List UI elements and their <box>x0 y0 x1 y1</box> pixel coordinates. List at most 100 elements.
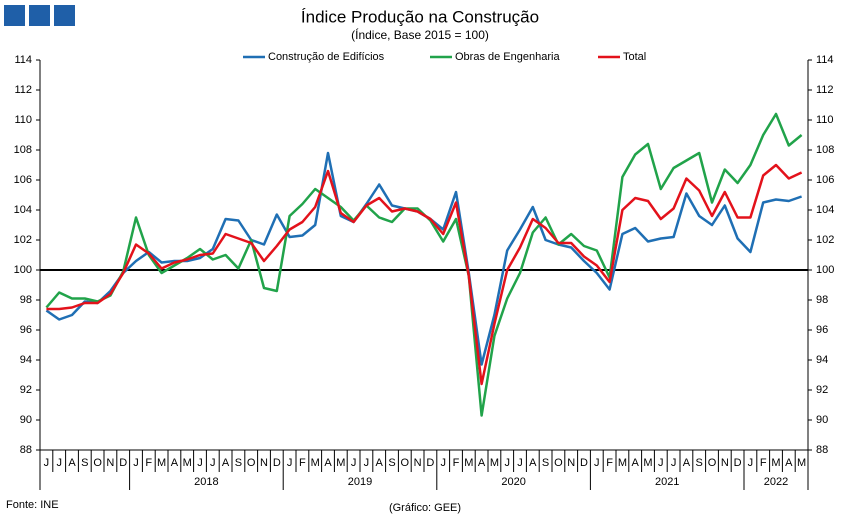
y2-tick-label: 92 <box>816 384 828 396</box>
x-tick-label: N <box>106 457 114 469</box>
y-tick-label: 114 <box>14 54 32 66</box>
series-line <box>45 151 803 366</box>
y2-tick-label: 96 <box>816 324 828 336</box>
y2-tick-label: 112 <box>816 84 834 96</box>
x-tick-label: S <box>81 457 88 469</box>
credit: (Gráfico: GEE) <box>389 502 461 514</box>
x-group-label: 2019 <box>348 476 372 488</box>
x-tick-label: J <box>287 457 293 469</box>
x-tick-label: M <box>771 457 780 469</box>
x-tick-label: O <box>93 457 102 469</box>
x-tick-label: S <box>388 457 395 469</box>
x-tick-label: D <box>273 457 281 469</box>
x-tick-label: M <box>490 457 499 469</box>
series-line <box>46 163 803 386</box>
x-tick-label: F <box>299 457 306 469</box>
x-tick-label: S <box>235 457 242 469</box>
y2-tick-label: 114 <box>816 54 834 66</box>
x-tick-label: N <box>721 457 729 469</box>
x-tick-label: O <box>401 457 410 469</box>
x-tick-label: J <box>210 457 216 469</box>
x-tick-label: A <box>324 457 332 469</box>
x-tick-label: J <box>504 457 510 469</box>
x-tick-label: F <box>145 457 152 469</box>
x-tick-label: J <box>56 457 62 469</box>
x-group-label: 2021 <box>655 476 679 488</box>
x-tick-label: M <box>157 457 166 469</box>
legend-label: Obras de Engenharia <box>455 51 560 63</box>
y-tick-label: 100 <box>14 264 32 276</box>
x-tick-label: J <box>440 457 446 469</box>
x-tick-label: O <box>247 457 256 469</box>
x-tick-label: O <box>708 457 717 469</box>
y2-tick-label: 106 <box>816 174 834 186</box>
x-tick-label: J <box>748 457 754 469</box>
x-tick-label: A <box>785 457 793 469</box>
source: Fonte: INE <box>6 499 59 511</box>
y2-tick-label: 94 <box>816 354 828 366</box>
y2-tick-label: 100 <box>816 264 834 276</box>
y2-tick-label: 90 <box>816 414 828 426</box>
x-tick-label: M <box>643 457 652 469</box>
y-tick-label: 90 <box>20 414 32 426</box>
y-tick-label: 106 <box>14 174 32 186</box>
x-tick-label: M <box>618 457 627 469</box>
x-tick-label: M <box>311 457 320 469</box>
y-tick-label: 102 <box>14 234 32 246</box>
x-tick-label: A <box>478 457 486 469</box>
logo-square <box>54 5 75 26</box>
x-tick-label: M <box>336 457 345 469</box>
x-group-label: 2022 <box>764 476 788 488</box>
y2-tick-label: 98 <box>816 294 828 306</box>
x-tick-label: F <box>606 457 613 469</box>
x-tick-label: D <box>119 457 127 469</box>
y-tick-label: 96 <box>20 324 32 336</box>
y-tick-label: 108 <box>14 144 32 156</box>
y-tick-label: 110 <box>14 114 32 126</box>
x-tick-label: J <box>517 457 523 469</box>
y2-tick-label: 104 <box>816 204 834 216</box>
x-tick-label: J <box>197 457 203 469</box>
chart-subtitle: (Índice, Base 2015 = 100) <box>351 27 489 42</box>
x-tick-label: S <box>542 457 549 469</box>
legend-label: Total <box>623 51 646 63</box>
y-tick-label: 104 <box>14 204 32 216</box>
x-tick-label: A <box>222 457 230 469</box>
legend-label: Construção de Edifícios <box>268 51 385 63</box>
x-tick-label: S <box>696 457 703 469</box>
x-tick-label: J <box>44 457 50 469</box>
y2-tick-label: 108 <box>816 144 834 156</box>
x-tick-label: F <box>760 457 767 469</box>
x-tick-label: J <box>133 457 139 469</box>
x-tick-label: D <box>580 457 588 469</box>
x-tick-label: N <box>260 457 268 469</box>
y2-tick-label: 110 <box>816 114 834 126</box>
x-tick-label: A <box>683 457 691 469</box>
x-tick-label: J <box>671 457 677 469</box>
x-tick-label: O <box>554 457 563 469</box>
y2-tick-label: 102 <box>816 234 834 246</box>
x-tick-label: J <box>594 457 600 469</box>
y-tick-label: 112 <box>14 84 32 96</box>
logo-square <box>29 5 50 26</box>
x-tick-label: F <box>453 457 460 469</box>
x-tick-label: A <box>529 457 537 469</box>
x-tick-label: J <box>658 457 664 469</box>
x-tick-label: N <box>414 457 422 469</box>
x-tick-label: N <box>567 457 575 469</box>
x-group-label: 2020 <box>501 476 525 488</box>
y2-tick-label: 88 <box>816 444 828 456</box>
x-tick-label: M <box>797 457 806 469</box>
x-tick-label: J <box>351 457 357 469</box>
x-tick-label: J <box>364 457 370 469</box>
x-tick-label: M <box>183 457 192 469</box>
x-tick-label: A <box>68 457 76 469</box>
y-tick-label: 92 <box>20 384 32 396</box>
y-tick-label: 98 <box>20 294 32 306</box>
x-tick-label: D <box>426 457 434 469</box>
x-tick-label: A <box>171 457 179 469</box>
chart-title: Índice Produção na Construção <box>301 7 539 26</box>
x-tick-label: A <box>632 457 640 469</box>
y-tick-label: 88 <box>20 444 32 456</box>
x-tick-label: A <box>376 457 384 469</box>
